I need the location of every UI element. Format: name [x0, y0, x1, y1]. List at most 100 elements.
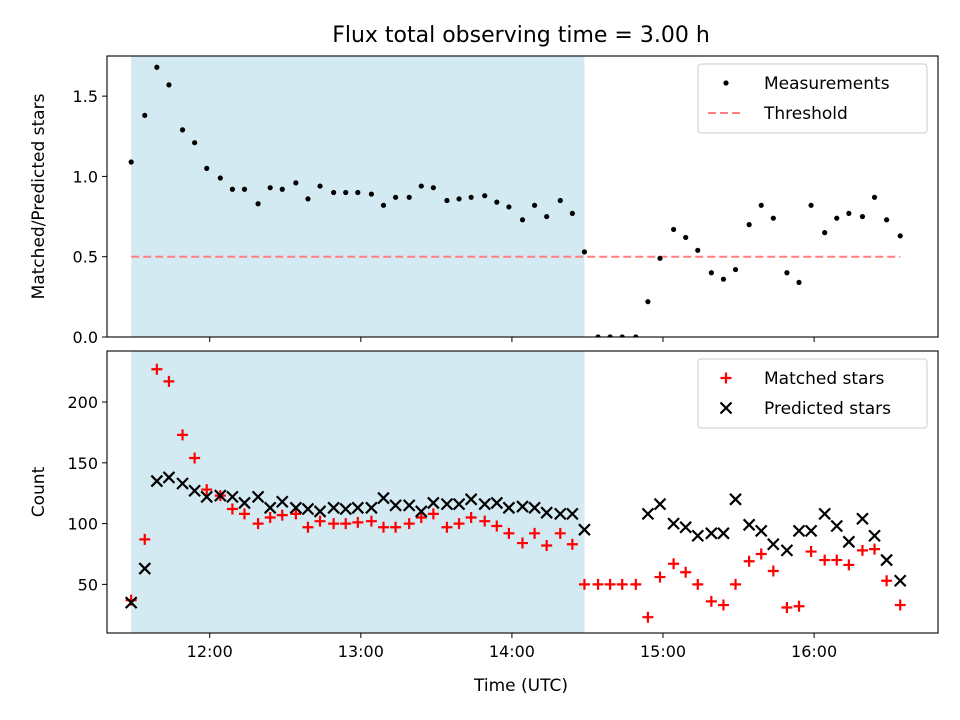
data-point	[604, 578, 616, 590]
legend-marker	[719, 401, 733, 415]
data-point	[427, 496, 440, 510]
data-point	[355, 189, 361, 196]
data-point	[668, 558, 680, 570]
data-point	[856, 544, 868, 556]
data-point	[179, 127, 186, 133]
y-axis-label: Count	[29, 466, 49, 517]
data-point	[607, 334, 613, 337]
data-point	[327, 501, 340, 515]
data-point	[166, 82, 172, 88]
legend-label: Predicted stars	[764, 399, 891, 419]
data-point	[204, 165, 210, 171]
data-point	[264, 512, 276, 524]
data-point	[365, 501, 378, 515]
data-point	[793, 600, 805, 612]
data-point	[377, 491, 390, 505]
data-point	[553, 507, 567, 521]
data-point	[805, 546, 817, 558]
x-tick-label: 16:00	[791, 642, 837, 661]
data-point	[831, 554, 843, 566]
data-point	[529, 527, 541, 539]
data-point	[189, 452, 201, 464]
data-point	[834, 215, 840, 221]
series-predicted-stars	[124, 471, 907, 609]
data-point	[150, 474, 164, 488]
data-point	[128, 159, 134, 165]
data-point	[630, 578, 642, 590]
data-point	[541, 539, 553, 551]
data-point	[819, 554, 831, 566]
data-point	[468, 194, 474, 200]
data-point	[680, 566, 692, 578]
data-point	[444, 197, 450, 204]
x-tick-label: 12:00	[187, 642, 233, 661]
data-point	[479, 515, 491, 527]
data-point	[881, 575, 893, 587]
x-tick-label: 13:00	[338, 642, 384, 661]
data-point	[544, 213, 550, 220]
data-point	[657, 255, 663, 261]
data-point	[519, 217, 526, 223]
data-point	[142, 112, 148, 119]
y-tick-label: 100	[67, 515, 98, 534]
data-point	[708, 270, 714, 276]
data-point	[746, 222, 752, 228]
series-measurements	[128, 64, 903, 337]
data-point	[255, 201, 261, 207]
data-point	[692, 578, 704, 590]
data-point	[578, 578, 590, 590]
data-point	[830, 519, 844, 533]
data-point	[317, 183, 323, 189]
data-point	[770, 215, 776, 221]
data-point	[339, 502, 353, 516]
data-point	[755, 548, 767, 560]
data-point	[340, 518, 352, 530]
data-point	[365, 515, 377, 527]
y-tick-label: 150	[67, 454, 98, 473]
data-point	[226, 490, 239, 504]
data-point	[695, 247, 701, 253]
data-point	[453, 518, 465, 530]
data-point	[566, 507, 579, 521]
data-point	[691, 529, 705, 543]
axes-frame	[106, 55, 939, 338]
data-point	[151, 363, 163, 375]
data-point	[540, 506, 553, 519]
data-point	[276, 509, 288, 521]
y-tick-label: 1.0	[73, 167, 98, 186]
plot-area	[124, 363, 907, 623]
data-point	[595, 334, 601, 337]
data-point	[633, 334, 639, 337]
legend-marker	[723, 80, 729, 86]
data-point	[154, 64, 160, 70]
data-point	[581, 249, 588, 255]
data-point	[200, 490, 213, 504]
data-point	[531, 202, 538, 208]
data-point	[754, 524, 768, 538]
data-point	[645, 299, 651, 305]
x-tick-label: 14:00	[489, 642, 535, 661]
data-point	[452, 497, 466, 511]
data-point	[780, 544, 794, 557]
data-point	[893, 574, 907, 588]
data-point	[729, 493, 742, 506]
data-point	[869, 543, 881, 555]
data-point	[293, 180, 299, 186]
data-point	[796, 279, 802, 286]
data-point	[592, 578, 604, 590]
legend-box	[697, 63, 928, 134]
legend-label: Measurements	[764, 74, 890, 94]
axes-frame	[106, 350, 939, 634]
data-point	[392, 194, 399, 200]
data-point	[406, 194, 412, 200]
data-point	[241, 186, 248, 192]
data-point	[418, 183, 424, 189]
data-point	[506, 204, 512, 210]
data-point	[176, 477, 189, 490]
data-point	[743, 555, 755, 567]
data-point	[403, 518, 415, 530]
data-point	[263, 501, 277, 515]
data-point	[279, 186, 285, 192]
data-point	[667, 517, 680, 530]
